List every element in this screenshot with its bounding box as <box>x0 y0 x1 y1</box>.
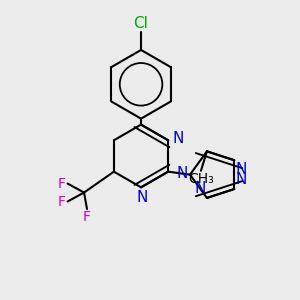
Text: Cl: Cl <box>134 16 148 31</box>
Text: F: F <box>58 194 66 208</box>
Text: F: F <box>83 211 91 224</box>
Text: N: N <box>172 131 184 146</box>
Text: N: N <box>236 172 247 187</box>
Text: F: F <box>58 177 66 190</box>
Text: CH₃: CH₃ <box>188 172 214 186</box>
Text: N: N <box>176 166 188 181</box>
Text: N: N <box>236 162 247 177</box>
Text: N: N <box>194 181 206 196</box>
Text: N: N <box>137 190 148 205</box>
